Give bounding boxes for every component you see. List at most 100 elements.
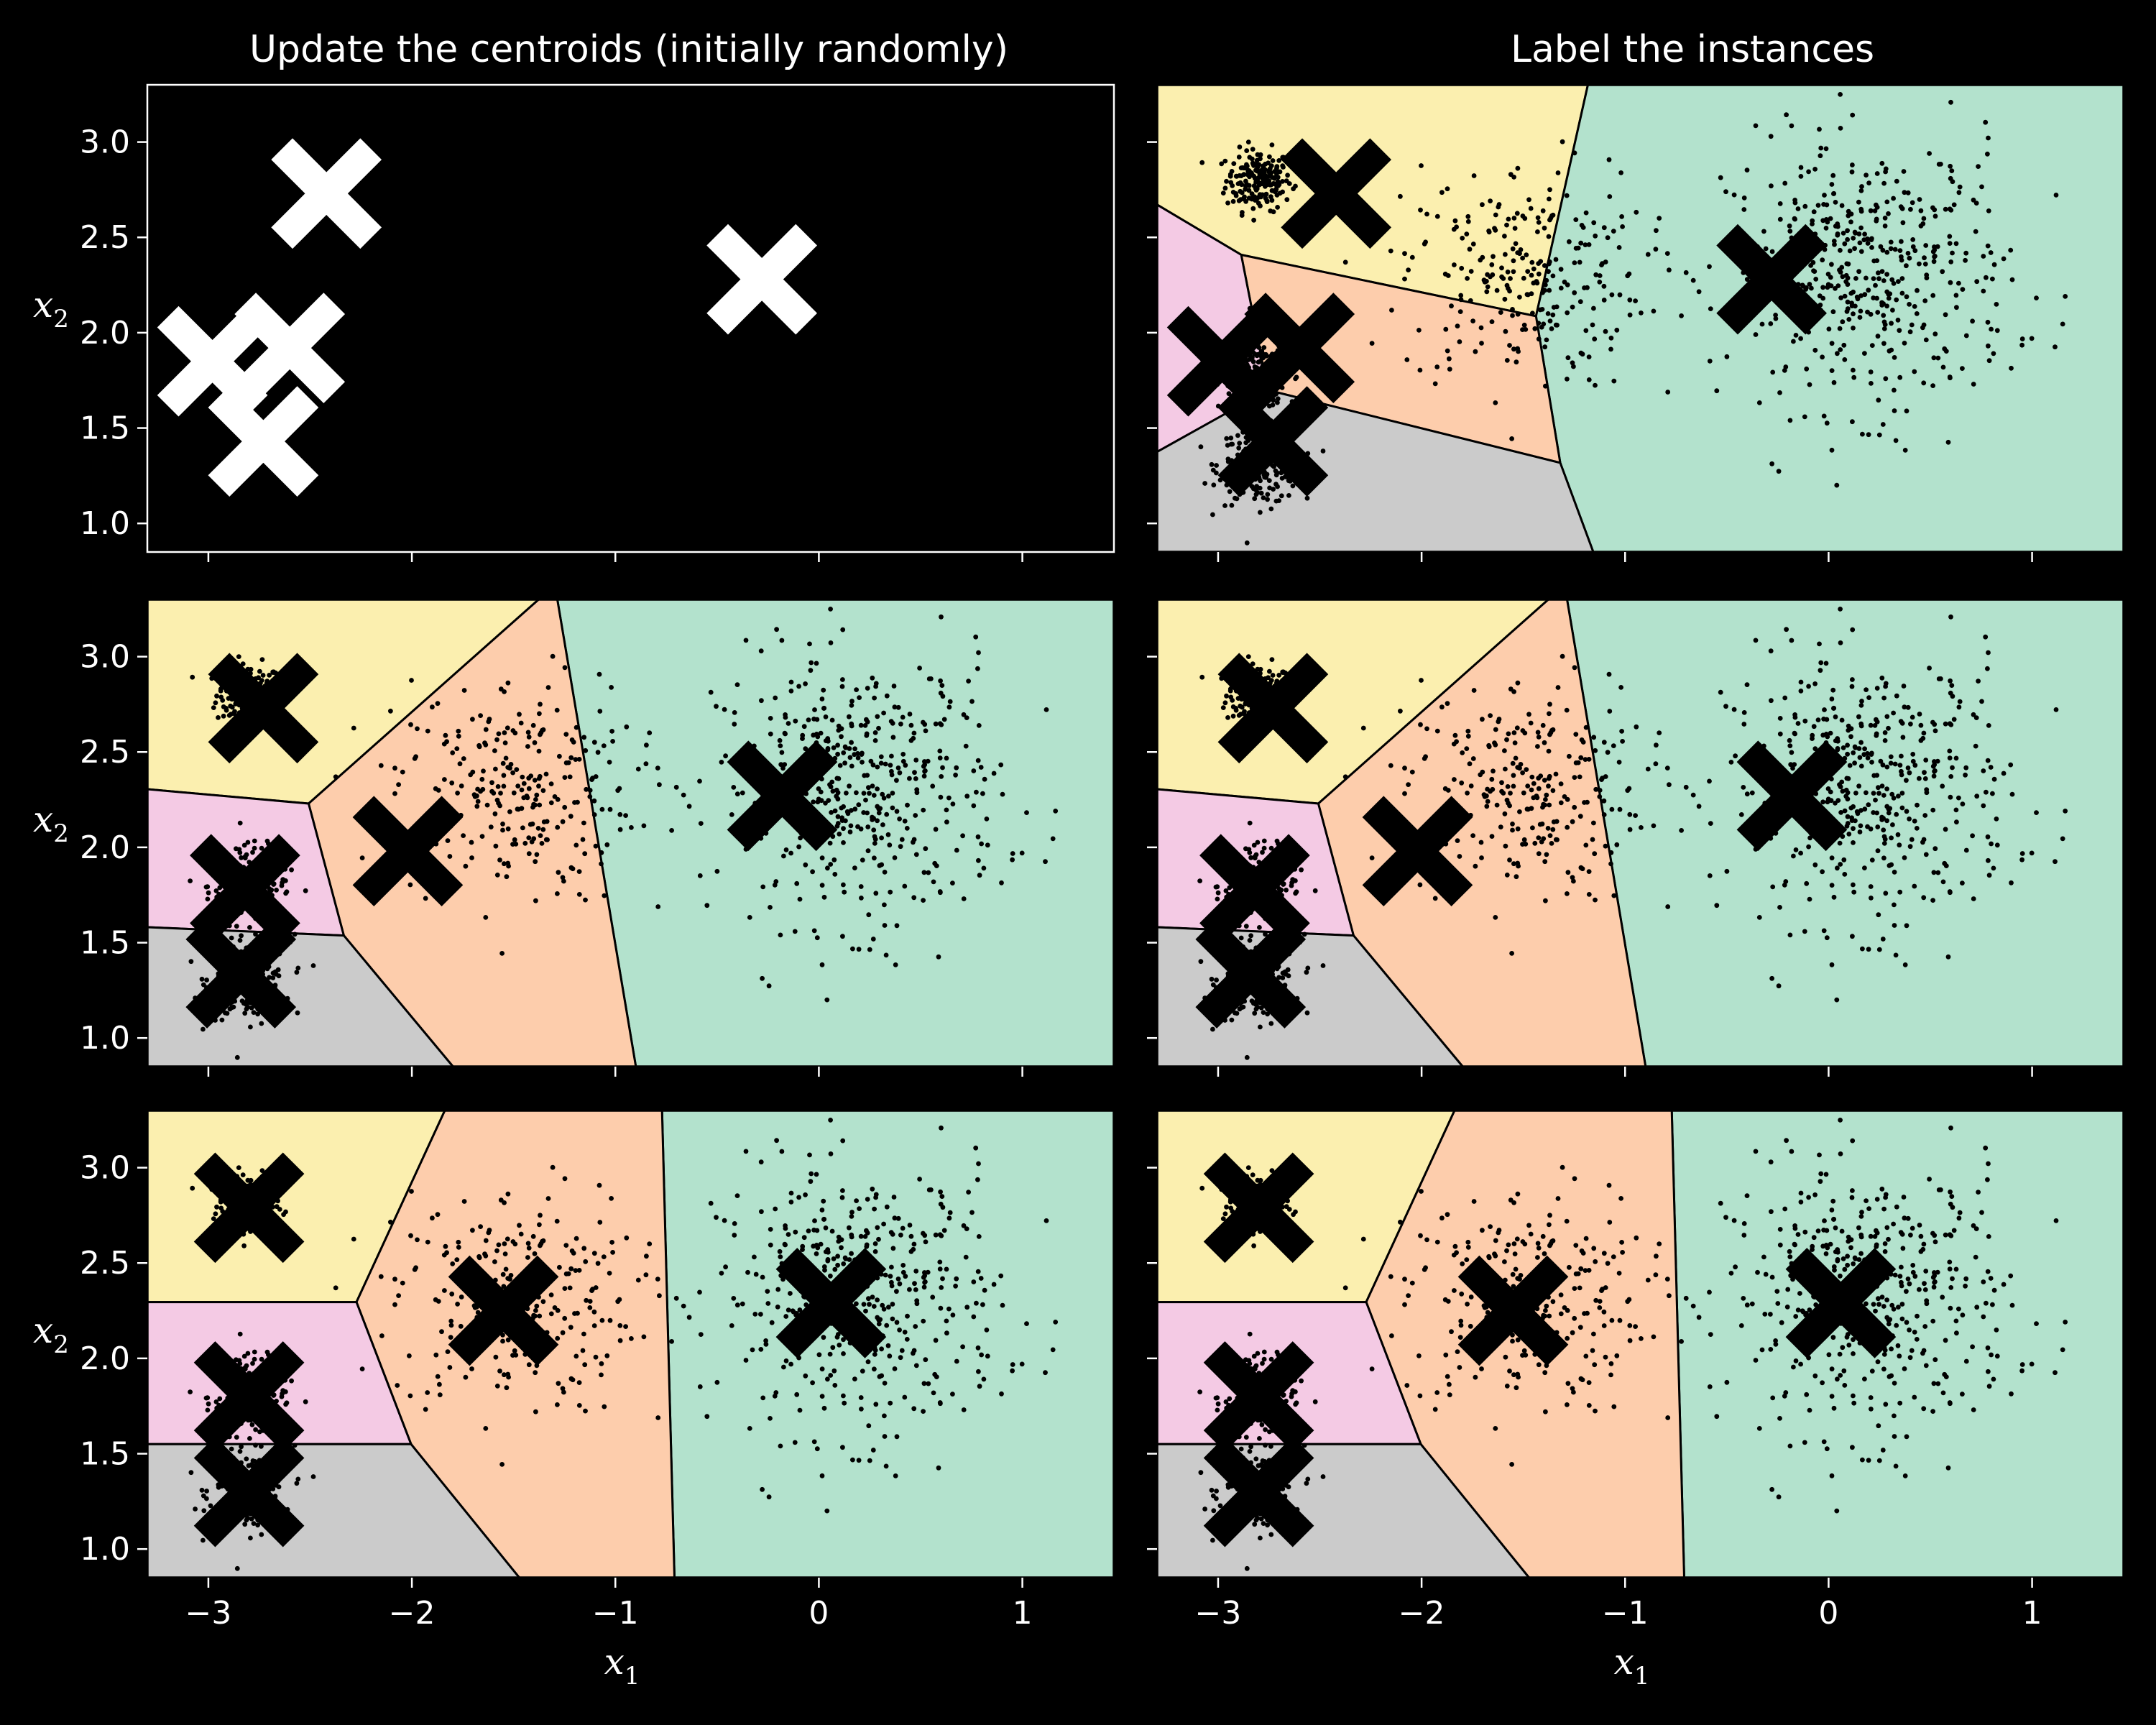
data-point <box>768 716 773 721</box>
data-point <box>259 845 264 851</box>
data-point <box>644 742 649 748</box>
data-point <box>1515 826 1521 832</box>
data-point <box>204 978 209 983</box>
data-point <box>251 1010 257 1015</box>
data-point <box>1223 888 1229 893</box>
data-point <box>890 1316 895 1322</box>
data-point <box>1432 896 1438 901</box>
data-point <box>1858 293 1864 298</box>
data-point <box>1874 731 1879 737</box>
data-point <box>1601 298 1607 303</box>
data-point <box>259 1532 264 1537</box>
data-point <box>1572 775 1577 780</box>
data-point <box>493 843 499 849</box>
data-point <box>1434 213 1440 219</box>
data-point <box>1902 962 1908 967</box>
data-point <box>1245 654 1251 659</box>
data-point <box>545 685 551 690</box>
data-point <box>295 1010 300 1016</box>
data-point <box>921 773 927 779</box>
data-point <box>505 826 511 832</box>
data-point <box>556 870 561 875</box>
data-point <box>1884 714 1890 719</box>
data-point <box>1932 768 1938 774</box>
data-point <box>1225 201 1230 206</box>
data-point <box>1876 397 1881 403</box>
data-point <box>814 732 819 737</box>
data-point <box>1947 234 1953 239</box>
data-point <box>1320 448 1326 454</box>
data-point <box>1850 627 1856 632</box>
data-point <box>1749 790 1755 796</box>
data-point <box>248 1024 253 1030</box>
data-point <box>1908 206 1913 212</box>
data-point <box>479 776 485 782</box>
data-point <box>1789 750 1795 755</box>
data-point <box>825 865 830 871</box>
data-point <box>939 722 944 727</box>
data-point <box>835 814 841 819</box>
data-point <box>1738 812 1744 817</box>
data-point <box>1830 309 1836 315</box>
data-point <box>923 846 929 852</box>
data-point <box>1511 861 1516 867</box>
data-point <box>1866 802 1871 808</box>
data-point <box>480 786 486 792</box>
data-point <box>1920 221 1926 226</box>
data-point <box>1275 396 1281 402</box>
data-point <box>1586 869 1592 874</box>
data-point <box>1439 704 1445 710</box>
data-point <box>1417 367 1423 373</box>
data-point <box>1714 903 1720 908</box>
data-point <box>1991 351 1996 356</box>
data-point <box>455 791 460 796</box>
data-point <box>1654 228 1659 234</box>
data-point <box>310 1474 316 1479</box>
data-point <box>528 822 533 827</box>
data-point <box>1050 836 1056 842</box>
data-point <box>532 740 538 745</box>
data-point <box>697 1289 702 1295</box>
data-point <box>819 962 825 967</box>
data-point <box>1714 388 1720 394</box>
data-point <box>861 810 867 815</box>
data-point <box>1898 719 1904 724</box>
data-point <box>777 737 783 743</box>
data-point <box>1246 188 1252 193</box>
data-point <box>1851 804 1856 809</box>
data-point <box>1536 786 1542 791</box>
data-point <box>918 594 923 599</box>
data-point <box>510 770 515 776</box>
data-point <box>456 1239 461 1245</box>
data-point <box>884 1322 890 1328</box>
data-point <box>1773 313 1779 318</box>
data-point <box>1990 276 1995 282</box>
data-point <box>1294 889 1299 895</box>
data-point <box>1254 186 1260 192</box>
data-point <box>796 1195 801 1200</box>
data-point <box>1484 793 1489 799</box>
data-point <box>239 998 245 1003</box>
data-point <box>1859 699 1864 704</box>
data-point <box>1884 272 1890 277</box>
data-point <box>944 819 949 825</box>
data-point <box>1273 183 1279 188</box>
data-point <box>1248 855 1253 860</box>
data-point <box>1490 272 1496 277</box>
data-point <box>825 747 831 753</box>
data-point <box>859 896 864 901</box>
data-point <box>1948 722 1954 727</box>
data-point <box>1829 962 1835 967</box>
data-point <box>778 762 784 768</box>
data-point <box>1923 758 1929 763</box>
data-point <box>1667 267 1672 273</box>
data-point <box>961 896 967 901</box>
data-point <box>1531 266 1537 272</box>
data-point <box>1790 765 1795 771</box>
data-point <box>1825 282 1831 288</box>
data-point <box>1899 276 1905 281</box>
data-point <box>1822 707 1827 712</box>
data-point <box>1238 188 1243 194</box>
data-point <box>1547 196 1552 202</box>
data-point <box>521 795 527 801</box>
